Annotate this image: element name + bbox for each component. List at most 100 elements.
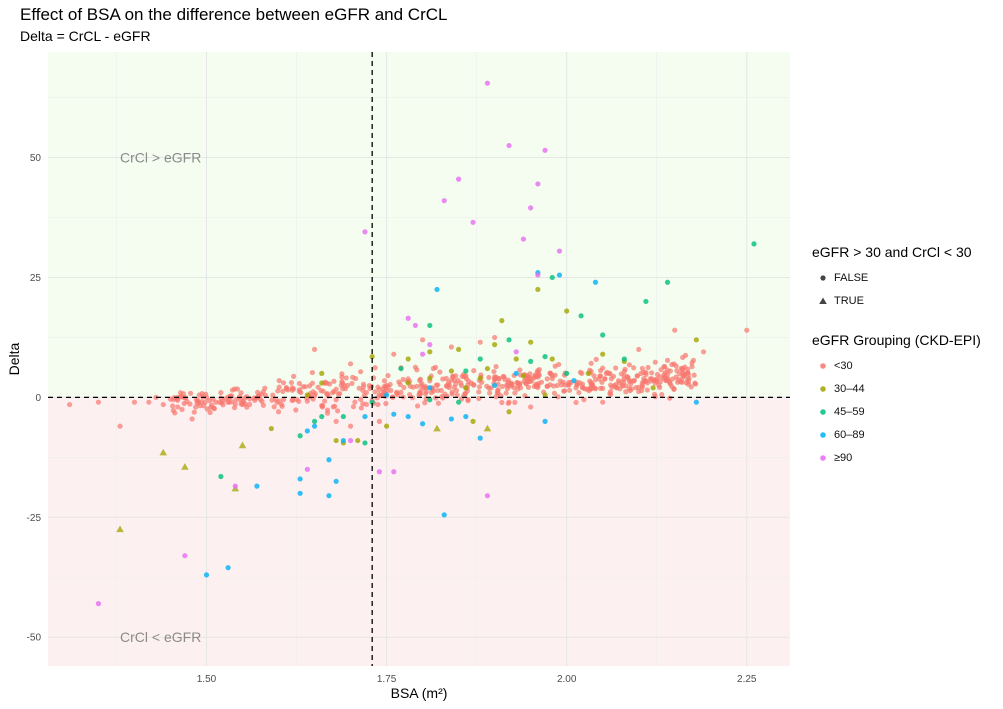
- data-point: [549, 356, 555, 362]
- data-point-triangle: [238, 441, 247, 449]
- data-point: [591, 373, 597, 379]
- data-point: [288, 379, 295, 386]
- data-point: [448, 416, 455, 422]
- data-point: [218, 473, 224, 480]
- data-point: [420, 337, 426, 343]
- data-point: [551, 383, 557, 389]
- legend-key: [812, 430, 834, 440]
- data-point: [441, 512, 447, 518]
- data-point: [280, 396, 287, 403]
- data-point: [600, 385, 606, 391]
- data-point: [375, 384, 381, 390]
- data-point: [631, 365, 637, 371]
- data-point: [496, 376, 502, 382]
- data-point: [312, 391, 318, 397]
- data-point: [401, 384, 407, 391]
- data-point: [551, 390, 558, 396]
- data-point: [564, 370, 570, 376]
- data-point: [201, 403, 207, 409]
- data-point: [675, 379, 681, 385]
- data-point: [279, 403, 285, 409]
- data-point: [654, 371, 661, 378]
- data-point: [430, 365, 437, 372]
- data-point: [189, 416, 195, 422]
- data-point: [309, 369, 315, 376]
- data-point: [477, 339, 483, 345]
- data-point: [528, 339, 534, 345]
- data-point: [319, 370, 325, 376]
- data-point: [667, 395, 673, 401]
- data-point: [484, 383, 490, 389]
- data-point: [669, 361, 675, 368]
- data-point-triangle: [433, 424, 441, 432]
- data-point: [339, 371, 345, 377]
- data-point: [360, 401, 366, 407]
- data-point: [465, 398, 471, 404]
- data-point: [420, 421, 426, 427]
- data-point: [385, 372, 391, 379]
- data-point: [499, 318, 505, 324]
- data-point: [207, 409, 213, 416]
- data-point: [405, 356, 411, 362]
- data-point: [318, 388, 324, 394]
- data-point: [352, 399, 358, 405]
- data-point: [508, 382, 514, 388]
- data-point: [319, 402, 326, 409]
- data-point: [441, 198, 447, 204]
- legend-key: [812, 361, 834, 371]
- data-point: [657, 384, 663, 391]
- data-point: [435, 400, 442, 406]
- data-point: [391, 351, 397, 357]
- data-point: [340, 413, 346, 420]
- data-point: [693, 337, 699, 343]
- data-point: [500, 373, 506, 380]
- data-point: [358, 369, 364, 375]
- legend-key: [812, 453, 834, 463]
- data-point: [586, 388, 592, 394]
- data-point: [552, 372, 558, 378]
- data-point: [517, 385, 524, 391]
- data-point: [412, 322, 418, 329]
- data-point: [247, 401, 253, 408]
- data-point: [610, 373, 617, 379]
- data-point: [503, 390, 509, 396]
- data-point: [290, 397, 296, 403]
- data-point: [280, 380, 287, 386]
- data-point: [615, 378, 622, 384]
- data-point: [358, 405, 364, 411]
- data-point: [685, 381, 692, 387]
- data-point: [427, 349, 433, 355]
- data-point: [311, 418, 318, 424]
- data-point: [433, 382, 439, 388]
- data-points: [67, 80, 757, 607]
- data-point: [376, 469, 382, 475]
- x-tick-label: 2.00: [557, 674, 577, 685]
- data-point: [208, 404, 214, 410]
- legend-label: <30: [834, 359, 853, 372]
- data-point: [499, 399, 505, 406]
- data-point: [588, 360, 594, 366]
- data-point: [427, 397, 433, 403]
- data-point: [506, 337, 512, 343]
- color-legend-item: 30–44: [812, 377, 1002, 400]
- data-point: [492, 376, 498, 382]
- data-point: [493, 363, 499, 370]
- data-point: [585, 370, 591, 376]
- data-point: [343, 375, 349, 381]
- data-point: [651, 391, 658, 398]
- data-point: [405, 380, 411, 386]
- data-point: [334, 408, 341, 414]
- data-point: [664, 357, 671, 363]
- data-point: [549, 376, 555, 382]
- data-point: [172, 410, 178, 416]
- data-point: [434, 286, 440, 293]
- data-point: [170, 403, 176, 409]
- data-point: [184, 399, 190, 405]
- color-legend-item: <30: [812, 354, 1002, 377]
- data-point: [631, 378, 637, 384]
- data-point: [506, 142, 512, 149]
- chart-subtitle: Delta = CrCL - eGFR: [20, 28, 151, 44]
- data-point: [476, 395, 482, 402]
- data-point: [117, 423, 123, 429]
- data-point: [512, 390, 518, 396]
